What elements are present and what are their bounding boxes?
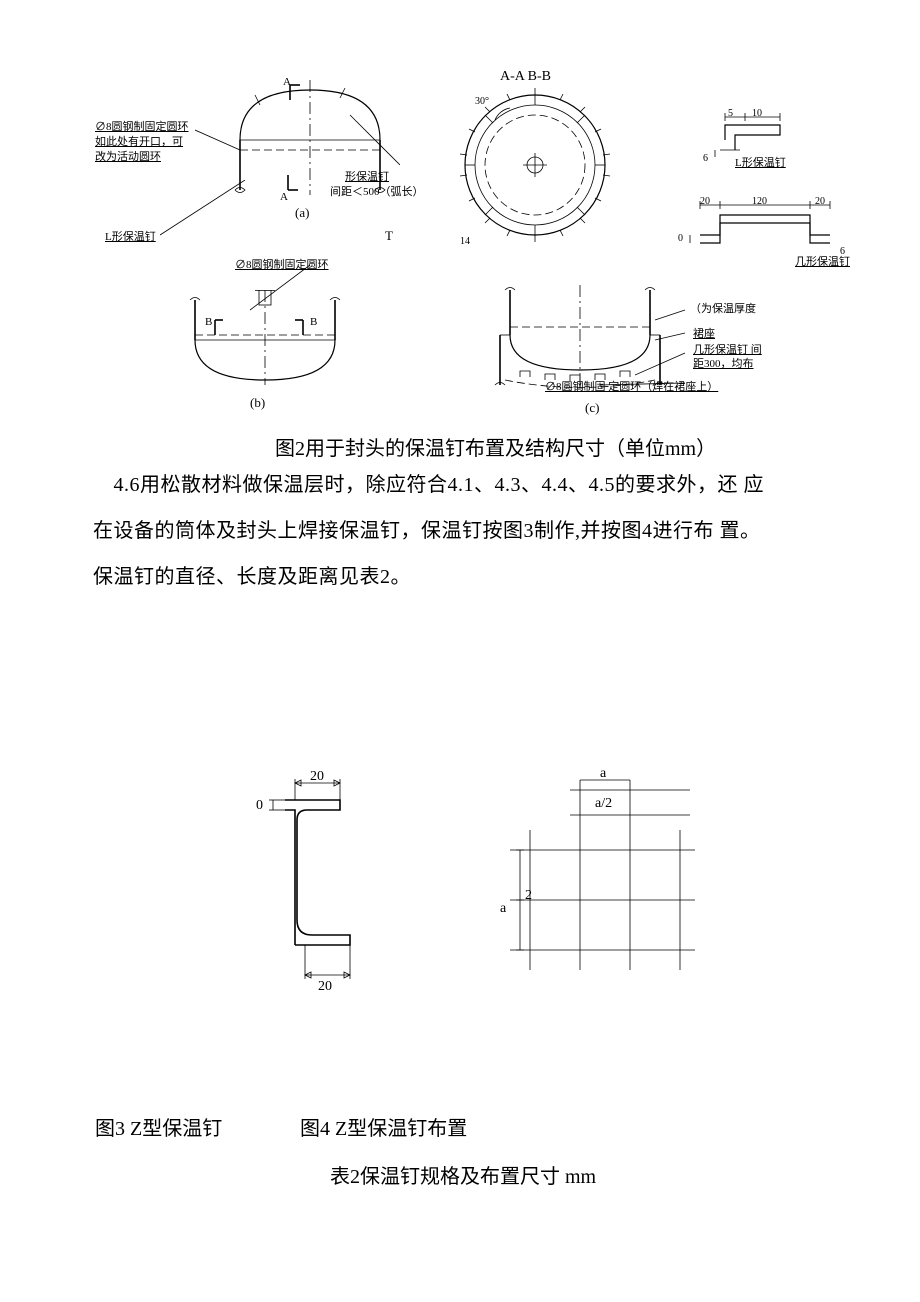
fig3-dim-bottom: 20 — [318, 978, 332, 996]
fig4-a-top: a — [600, 765, 606, 783]
thickness-note: （为保温厚度 — [690, 302, 756, 316]
pi-note-c: 几形保温钉 间 距300，均布 — [693, 343, 762, 372]
fig4-a-half: a/2 — [595, 795, 612, 813]
Pipin-d3: 20 — [815, 195, 825, 208]
Pipin-d1: 20 — [700, 195, 710, 208]
Lpin-d1: 5 — [728, 107, 733, 120]
figure34-area: 20 0 20 a a/2 2 a — [0, 760, 920, 1030]
Pipin-d5: 0 — [678, 232, 683, 245]
figure2-area: A-A B-B A A (a) ∅8圆钢制固定圆环 如此处有开口，可 改为活动圆… — [0, 60, 920, 420]
diagram-aabb-svg — [445, 80, 625, 250]
para-line3: 保温钉的直径、长度及距离见表2。 — [93, 566, 411, 588]
para-line2: 在设备的筒体及封头上焊接保温钉，保温钉按图3制作,并按图4进行布 置。 — [93, 520, 761, 542]
label-A-bottom: A — [280, 190, 288, 204]
fig4-a-side: a — [500, 900, 506, 918]
label-A-top: A — [283, 75, 291, 89]
pin-note-a1: 形保温钉 — [345, 170, 389, 184]
Lpin-d3: 6 — [703, 152, 708, 165]
Pipin-label: 几形保温钉 — [795, 255, 850, 269]
fig3-caption: 图3 Z型保温钉 — [95, 1112, 222, 1141]
skirt-label: 裙座 — [693, 327, 715, 341]
fig4-caption: 图4 Z型保温钉布置 — [300, 1112, 467, 1141]
label-B-left: B — [205, 315, 212, 329]
dim-14: 14 — [460, 235, 470, 248]
paragraph-4-6: 4.6用松散材料做保温层时，除应符合4.1、4.3、4.4、4.5的要求外，还 … — [93, 462, 853, 600]
fig4-two: 2 — [525, 887, 532, 905]
para-line1: 4.6用松散材料做保温层时，除应符合4.1、4.3、4.4、4.5的要求外，还 … — [93, 474, 764, 496]
Lpin-label: L形保温钉 — [735, 156, 786, 170]
figure3-svg — [255, 765, 395, 995]
fig3-dim-top: 20 — [310, 768, 324, 786]
diagram-b-svg — [175, 290, 355, 390]
T-label: T — [385, 228, 393, 245]
leader-ring-a — [195, 120, 245, 160]
leader-L — [160, 180, 260, 250]
figure4-svg — [470, 760, 710, 980]
figure2-caption: 图2用于封头的保温钉布置及结构尺寸（单位mm） — [275, 432, 716, 461]
sublabel-b: (b) — [250, 395, 265, 412]
sublabel-c: (c) — [585, 400, 599, 417]
ring-note-a: ∅8圆钢制固定圆环 如此处有开口，可 改为活动圆环 — [95, 120, 189, 165]
Pipin-d2: 120 — [752, 195, 767, 208]
fig3-dim-left: 0 — [256, 797, 263, 815]
pin-note-a2: 间距＜500（弧长） — [330, 185, 424, 199]
ring-note-c: ∅8圆钢制固 定圆环（焊在裙座上） — [545, 380, 718, 394]
diagram-c-svg — [470, 285, 690, 395]
sublabel-a: (a) — [295, 205, 309, 222]
Lpin-d2: 10 — [752, 107, 762, 120]
angle-30: 30° — [475, 95, 489, 108]
label-B-right: B — [310, 315, 317, 329]
table2-caption: 表2保温钉规格及布置尺寸 mm — [330, 1160, 596, 1189]
L-pin-left-label: L形保温钉 — [105, 230, 156, 244]
